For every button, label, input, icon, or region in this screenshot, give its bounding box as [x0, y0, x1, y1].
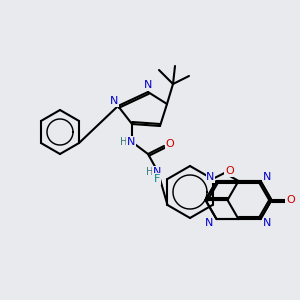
Text: N: N	[153, 167, 161, 177]
Text: N: N	[127, 137, 135, 147]
Text: N: N	[263, 218, 272, 228]
Text: N: N	[206, 172, 215, 182]
Text: N: N	[204, 219, 213, 229]
Text: H: H	[120, 137, 128, 147]
Text: N: N	[110, 96, 118, 106]
Text: N: N	[263, 172, 272, 182]
Text: O: O	[225, 166, 234, 176]
Text: N: N	[205, 218, 214, 228]
Text: N: N	[144, 80, 152, 90]
Text: F: F	[154, 174, 161, 184]
Text: H: H	[146, 167, 154, 177]
Text: O: O	[286, 195, 295, 205]
Text: O: O	[166, 139, 174, 149]
